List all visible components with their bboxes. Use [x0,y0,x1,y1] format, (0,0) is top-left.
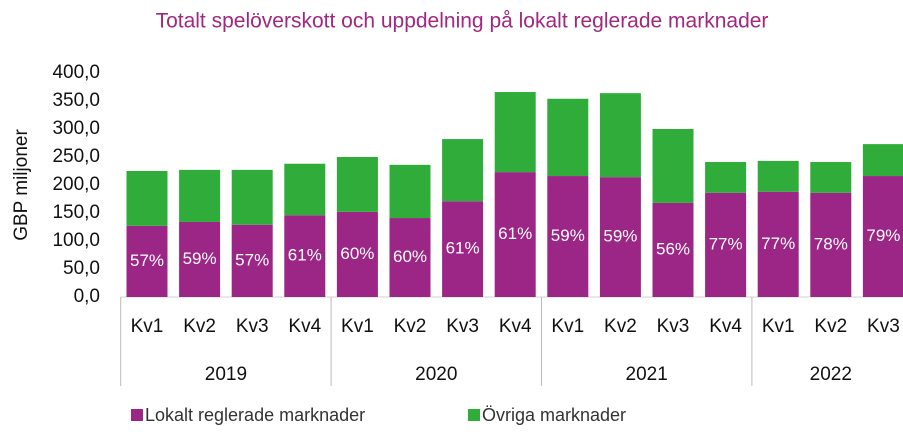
share-label: 57% [235,250,269,269]
legend-label: Övriga marknader [482,405,626,425]
share-label: 56% [656,239,690,258]
x-tick-label: Kv4 [288,316,321,337]
x-tick-label: Kv1 [341,316,374,337]
bar-segment [705,162,747,193]
legend-swatch [131,409,143,421]
bar-segment [862,144,903,177]
share-label: 60% [393,247,427,266]
y-tick-label: 300,0 [52,118,100,139]
bar-segment [494,92,536,173]
bar-segment [599,177,641,297]
bar-segment [442,139,484,202]
y-tick-label: 350,0 [52,90,100,111]
bar-segment [757,160,799,192]
group-label: 2019 [205,364,247,385]
x-tick-label: Kv1 [551,316,584,337]
bar-segment [231,169,273,225]
share-label: 77% [709,234,743,253]
bar-segment [547,98,589,177]
share-label: 78% [814,234,848,253]
bar-segment [389,218,431,297]
y-tick-label: 250,0 [52,146,100,167]
bar-segment [179,169,221,222]
x-tick-label: Kv3 [657,316,690,337]
legend-swatch [468,409,480,421]
y-tick-label: 400,0 [52,62,100,83]
share-label: 61% [446,239,480,258]
group-label: 2021 [626,364,668,385]
x-tick-label: Kv4 [499,316,532,337]
chart-title: Totalt spelöverskott och uppdelning på l… [156,10,769,33]
y-tick-label: 200,0 [52,174,100,195]
legend-label: Lokalt reglerade marknader [145,405,365,425]
x-tick-label: Kv3 [867,316,900,337]
share-label: 77% [761,234,795,253]
bar-segment [336,157,378,212]
bar-segment [862,176,903,297]
x-tick-label: Kv2 [394,316,427,337]
share-label: 59% [183,249,217,268]
group-label: 2020 [415,364,457,385]
x-tick-label: Kv1 [762,316,795,337]
bar-segment [126,171,168,226]
bar-segment [126,225,168,297]
x-tick-label: Kv2 [604,316,637,337]
bar-segment [810,162,852,193]
bar-segment [284,163,326,216]
x-tick-label: Kv3 [446,316,479,337]
bar-segment [231,224,273,297]
y-tick-label: 50,0 [63,258,100,279]
share-label: 59% [551,226,585,245]
bar-segment [757,191,799,297]
bar-segment [494,172,536,297]
share-label: 79% [866,226,900,245]
share-label: 61% [498,224,532,243]
y-tick-label: 0,0 [74,286,100,307]
bar-segment [652,129,694,203]
bar-segment [599,93,641,178]
x-tick-label: Kv2 [183,316,216,337]
y-axis-label: GBP miljoner [11,129,32,241]
y-tick-label: 150,0 [52,202,100,223]
share-label: 57% [130,251,164,270]
group-label: 2022 [810,364,852,385]
bar-segment [442,201,484,297]
bar-segment [652,202,694,297]
share-label: 59% [603,227,637,246]
y-tick-label: 100,0 [52,230,100,251]
bar-segment [547,176,589,297]
x-tick-label: Kv1 [131,316,164,337]
bar-segment [810,192,852,297]
x-tick-label: Kv4 [709,316,742,337]
x-tick-label: Kv3 [236,316,269,337]
bar-segment [179,221,221,297]
bar-segment [336,211,378,297]
share-label: 60% [340,244,374,263]
share-label: 61% [288,246,322,265]
bar-segment [705,192,747,297]
bar-segment [389,164,431,219]
bar-segment [284,215,326,297]
x-tick-label: Kv2 [814,316,847,337]
